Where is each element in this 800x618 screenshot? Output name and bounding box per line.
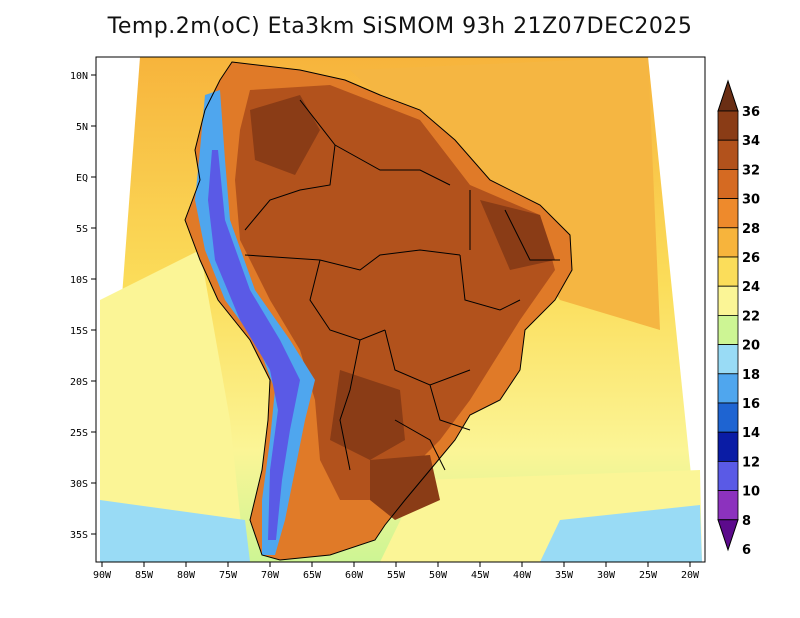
colorbar: 36 34 32 30 28 26 24 22 20 18 16 14 12 10 8 6 (717, 79, 760, 558)
colorbar-bottom-arrow (717, 519, 739, 552)
map-field (100, 57, 702, 562)
colorbar-label: 28 (742, 222, 760, 237)
colorbar-label: 30 (742, 193, 760, 208)
lat-tick-label: 35S (70, 530, 88, 541)
colorbar-swatch (717, 256, 739, 287)
colorbar-label: 14 (742, 426, 760, 441)
colorbar-label: 6 (742, 543, 751, 558)
country-borders (184, 61, 573, 561)
lat-tick-label: 20S (70, 377, 88, 388)
lon-tick-label: 60W (345, 570, 364, 581)
colorbar-swatch (717, 402, 739, 433)
colorbar-label: 32 (742, 163, 760, 178)
andes-coldest (208, 150, 300, 540)
lat-tick-label: 5N (76, 122, 88, 133)
latitude-axis: 10N 5N EQ 5S 10S 15S 20S 25S 30S 35S (70, 71, 96, 541)
colorbar-label: 24 (742, 280, 760, 295)
lat-tick-label: 30S (70, 479, 88, 490)
lat-tick-label: 15S (70, 326, 88, 337)
lon-tick-label: 55W (387, 570, 406, 581)
colorbar-label: 34 (742, 134, 760, 149)
colorbar-swatch (717, 285, 739, 316)
lon-tick-label: 25W (639, 570, 658, 581)
lon-tick-label: 20W (681, 570, 700, 581)
lat-tick-label: 25S (70, 428, 88, 439)
lon-tick-label: 85W (135, 570, 154, 581)
lon-tick-label: 40W (513, 570, 532, 581)
colorbar-swatch (717, 460, 739, 491)
lon-tick-label: 45W (471, 570, 490, 581)
lat-tick-label: 5S (76, 224, 88, 235)
colorbar-label: 16 (742, 397, 760, 412)
colorbar-label: 22 (742, 309, 760, 324)
colorbar-swatch (717, 198, 739, 229)
colorbar-swatch (717, 490, 739, 521)
lon-tick-label: 35W (555, 570, 574, 581)
lon-tick-label: 70W (261, 570, 280, 581)
colorbar-top-arrow (717, 79, 739, 112)
colorbar-swatch (717, 139, 739, 170)
colorbar-swatch (717, 110, 739, 141)
hot-core-south-brazil (370, 455, 440, 520)
lat-tick-label: 10S (70, 275, 88, 286)
colorbar-label: 18 (742, 368, 760, 383)
lon-tick-label: 50W (429, 570, 448, 581)
colorbar-swatch (717, 168, 739, 199)
colorbar-swatch (717, 227, 739, 258)
lon-tick-label: 30W (597, 570, 616, 581)
lat-tick-label: 10N (70, 71, 88, 82)
longitude-axis: 90W 85W 80W 75W 70W 65W 60W 55W 50W 45W 40W 35W 30W 2… (93, 562, 700, 581)
colorbar-swatch (717, 431, 739, 462)
lon-tick-label: 90W (93, 570, 112, 581)
colorbar-label: 12 (742, 455, 760, 470)
interior-hot (235, 85, 555, 500)
map-title: Temp.2m(oC) Eta3km SiSMOM 93h 21Z07DEC20… (107, 14, 693, 39)
colorbar-swatch (717, 314, 739, 345)
colorbar-label: 20 (742, 339, 760, 354)
lat-tick-label: EQ (76, 173, 88, 184)
south-pacific-cold (100, 500, 250, 562)
pacific-cool-band (100, 250, 245, 562)
south-atlantic-cold (540, 505, 702, 562)
colorbar-label: 36 (742, 105, 760, 120)
colorbar-label: 8 (742, 514, 751, 529)
hot-core-venezuela (250, 95, 320, 175)
colorbar-label: 26 (742, 251, 760, 266)
lon-tick-label: 80W (177, 570, 196, 581)
plot-frame (95, 56, 706, 563)
lon-tick-label: 75W (219, 570, 238, 581)
lon-tick-label: 65W (303, 570, 322, 581)
colorbar-label: 10 (742, 485, 760, 500)
colorbar-swatch (717, 344, 739, 375)
colorbar-swatch (717, 373, 739, 404)
